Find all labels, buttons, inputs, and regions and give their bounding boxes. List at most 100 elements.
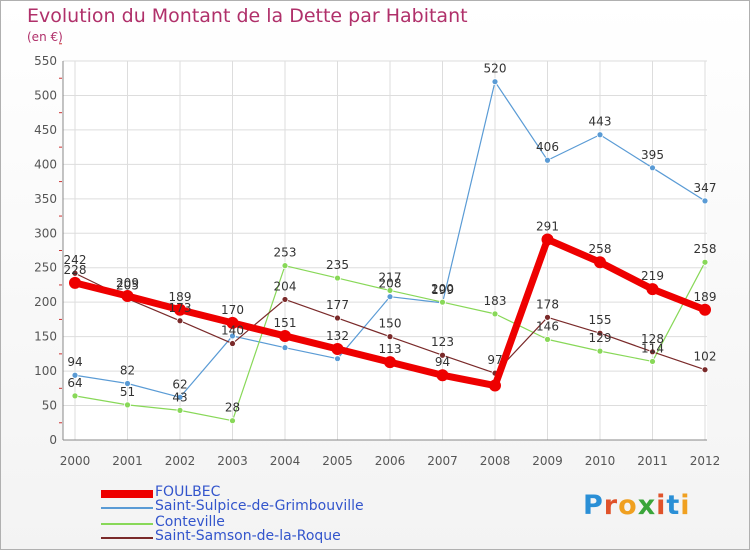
data-label: 200 bbox=[431, 282, 454, 296]
logo-letter: o bbox=[618, 490, 638, 521]
legend-swatch bbox=[101, 537, 153, 539]
data-label: 155 bbox=[589, 313, 612, 327]
data-label: 209 bbox=[116, 276, 139, 290]
x-tick-label: 2012 bbox=[690, 454, 721, 468]
data-label: 94 bbox=[67, 355, 82, 369]
data-label: 199 bbox=[431, 283, 454, 297]
data-label: 217 bbox=[379, 270, 402, 284]
data-point bbox=[69, 276, 81, 289]
logo-letter: P bbox=[583, 490, 604, 521]
data-point bbox=[544, 335, 551, 343]
data-point bbox=[646, 283, 659, 296]
y-tick-label: 250 bbox=[34, 261, 57, 275]
data-point bbox=[439, 351, 446, 359]
data-point bbox=[71, 371, 79, 379]
data-label: 235 bbox=[326, 258, 349, 272]
data-point bbox=[541, 233, 554, 246]
y-tick-label: 350 bbox=[34, 192, 57, 206]
data-label: 64 bbox=[67, 376, 82, 390]
legend-label: Saint-Sulpice-de-Grimbouville bbox=[155, 498, 364, 514]
data-point bbox=[124, 401, 131, 409]
data-label: 146 bbox=[536, 319, 559, 333]
data-label: 43 bbox=[172, 390, 187, 404]
x-tick-label: 2009 bbox=[532, 454, 563, 468]
x-tick-label: 2001 bbox=[112, 454, 143, 468]
data-label: 178 bbox=[536, 297, 559, 311]
data-point bbox=[384, 356, 396, 369]
y-tick-label: 200 bbox=[34, 295, 57, 309]
data-label: 140 bbox=[221, 324, 244, 338]
data-point bbox=[229, 417, 236, 425]
y-tick-label: 0 bbox=[49, 433, 57, 447]
data-label: 173 bbox=[169, 301, 192, 315]
x-tick-label: 2008 bbox=[480, 454, 511, 468]
data-point bbox=[279, 329, 291, 342]
data-label: 208 bbox=[379, 277, 402, 291]
x-tick-label: 2000 bbox=[60, 454, 91, 468]
data-point bbox=[596, 131, 604, 139]
y-tick-label: 50 bbox=[42, 399, 57, 413]
data-point bbox=[229, 332, 236, 340]
data-label: 189 bbox=[694, 290, 717, 304]
data-point bbox=[334, 274, 341, 282]
data-label: 228 bbox=[64, 263, 87, 277]
x-tick-label: 2010 bbox=[585, 454, 616, 468]
data-point bbox=[491, 310, 499, 318]
data-label: 443 bbox=[589, 115, 612, 129]
x-tick-label: 2007 bbox=[427, 454, 458, 468]
data-label: 258 bbox=[589, 242, 612, 256]
x-tick-label: 2003 bbox=[217, 454, 248, 468]
data-point bbox=[121, 289, 134, 302]
y-tick-label: 400 bbox=[34, 157, 57, 171]
logo-letter: t bbox=[666, 490, 681, 521]
data-point bbox=[701, 258, 709, 266]
legend-swatch bbox=[101, 490, 153, 498]
data-point bbox=[701, 366, 709, 374]
data-label: 113 bbox=[379, 342, 402, 356]
logo-letter: x bbox=[637, 490, 657, 521]
data-point bbox=[701, 197, 709, 205]
data-label: 114 bbox=[641, 341, 664, 355]
data-point bbox=[439, 298, 446, 306]
data-point bbox=[386, 287, 394, 294]
data-point bbox=[281, 262, 289, 270]
data-label: 205 bbox=[116, 279, 139, 293]
data-label: 82 bbox=[120, 363, 135, 377]
y-tick-label: 300 bbox=[34, 226, 57, 240]
data-label: 62 bbox=[172, 377, 187, 391]
chart-unit-label: (en €) bbox=[27, 30, 63, 44]
data-point bbox=[331, 343, 344, 356]
y-tick-label: 100 bbox=[34, 364, 57, 378]
data-point bbox=[226, 316, 239, 329]
data-point bbox=[699, 303, 711, 316]
y-tick-label: 550 bbox=[34, 54, 57, 68]
logo-letter: i bbox=[680, 490, 691, 521]
y-tick-label: 500 bbox=[34, 88, 57, 102]
data-label: 189 bbox=[169, 290, 192, 304]
data-point bbox=[386, 293, 394, 301]
legend-swatch bbox=[101, 523, 153, 525]
data-point bbox=[229, 340, 236, 347]
y-tick-label: 450 bbox=[34, 123, 57, 137]
data-point bbox=[596, 347, 604, 355]
legend-label: FOULBEC bbox=[155, 484, 221, 500]
x-tick-label: 2011 bbox=[637, 454, 668, 468]
x-tick-label: 2002 bbox=[165, 454, 196, 468]
legend-swatch bbox=[101, 507, 153, 509]
proxiti-logo: Proxiti bbox=[583, 490, 691, 521]
data-label: 177 bbox=[326, 298, 349, 312]
data-label: 219 bbox=[641, 269, 664, 283]
data-label: 170 bbox=[221, 303, 244, 317]
data-label: 520 bbox=[484, 62, 507, 76]
data-point bbox=[281, 296, 289, 303]
x-tick-label: 2006 bbox=[375, 454, 406, 468]
data-point bbox=[124, 380, 131, 387]
data-label: 28 bbox=[225, 401, 240, 415]
data-label: 204 bbox=[274, 279, 297, 293]
logo-letter: i bbox=[656, 490, 667, 521]
x-tick-label: 2004 bbox=[270, 454, 301, 468]
data-label: 253 bbox=[274, 246, 297, 260]
data-point bbox=[491, 78, 499, 86]
data-label: 123 bbox=[431, 335, 454, 349]
